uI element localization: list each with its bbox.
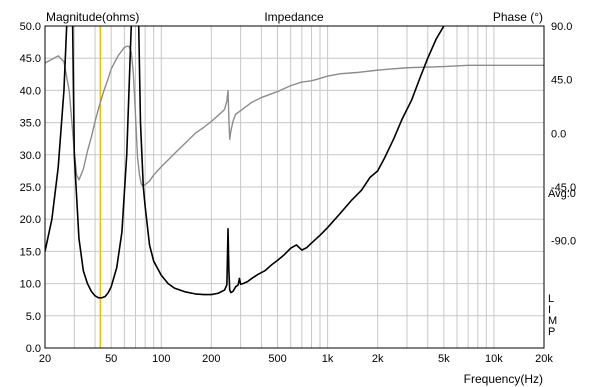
y-right-tick-label: 90.0 <box>551 21 572 33</box>
x-tick-label: 500 <box>268 353 286 365</box>
tick-labels: 20 50 100 200 500 1k 2k 5k 10k 20k 0.0 5.0 10.0 15.0 2… <box>20 21 577 365</box>
y-left-tick-label: 5.0 <box>26 311 41 323</box>
y-left-tick-label: 15.0 <box>20 246 41 258</box>
y-right-tick-label: -45.0 <box>551 182 576 194</box>
x-tick-label: 10k <box>485 353 503 365</box>
x-tick-label: 200 <box>202 353 220 365</box>
y-right-tick-label: -90.0 <box>551 236 576 248</box>
grid-lines <box>45 26 544 348</box>
chart-title: Impedance <box>264 10 324 24</box>
x-tick-label: 5k <box>438 353 450 365</box>
plot-lines <box>45 26 544 348</box>
x-axis-label: Frequency(Hz) <box>464 372 543 386</box>
magnitude-series-line <box>45 26 445 299</box>
x-tick-label: 20k <box>535 353 553 365</box>
y-left-tick-label: 25.0 <box>20 182 41 194</box>
x-tick-label: 50 <box>105 353 117 365</box>
y-left-tick-label: 40.0 <box>20 85 41 97</box>
average-label: Avg:0 <box>548 188 576 200</box>
y-left-axis-label: Magnitude(ohms) <box>46 10 139 24</box>
phase-series-line <box>45 45 544 187</box>
y-left-tick-label: 30.0 <box>20 150 41 162</box>
plot-frame <box>44 25 545 349</box>
side-letter-label: I <box>548 304 551 316</box>
x-tick-label: 1k <box>322 353 334 365</box>
side-letter-label: L <box>548 293 554 305</box>
x-tick-label: 20 <box>39 353 51 365</box>
y-left-tick-label: 10.0 <box>20 279 41 291</box>
y-left-tick-label: 0.0 <box>26 343 41 355</box>
side-letter-label: P <box>548 326 555 338</box>
x-tick-label: 2k <box>372 353 384 365</box>
y-right-axis-label: Phase (°) <box>493 10 543 24</box>
y-left-tick-label: 20.0 <box>20 214 41 226</box>
y-left-tick-label: 35.0 <box>20 118 41 130</box>
side-letter-label: M <box>548 315 557 327</box>
x-tick-label: 100 <box>152 353 170 365</box>
y-right-tick-label: 0.0 <box>551 128 566 140</box>
y-left-tick-label: 50.0 <box>20 21 41 33</box>
y-right-tick-label: 45.0 <box>551 75 572 87</box>
y-left-tick-label: 45.0 <box>20 53 41 65</box>
axis-labels: Magnitude(ohms) Impedance Phase (°) Freq… <box>46 10 576 386</box>
